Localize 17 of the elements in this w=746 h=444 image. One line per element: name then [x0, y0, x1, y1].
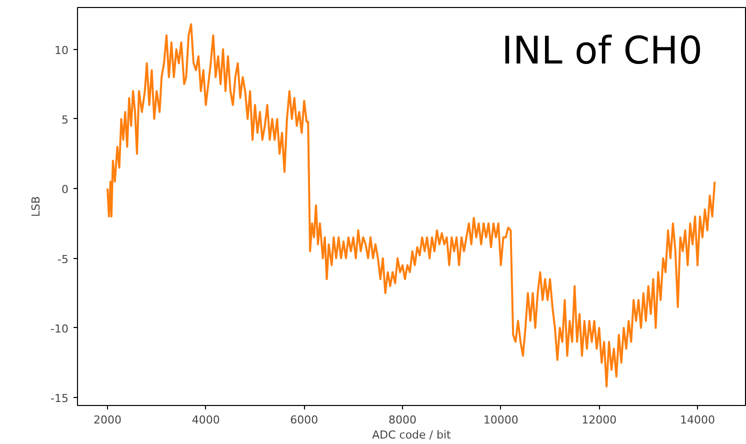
x-tick-label: 8000 — [388, 414, 417, 426]
y-tick-label: -5 — [58, 252, 68, 266]
x-tick-label: 6000 — [290, 414, 318, 426]
y-tick-label: 10 — [54, 44, 69, 57]
x-tick-label: 14000 — [680, 414, 716, 426]
x-tick-label: 10000 — [483, 414, 518, 426]
y-axis-title: LSB — [30, 196, 43, 217]
x-tick-label: 12000 — [582, 414, 617, 426]
y-tick-label: 5 — [62, 113, 68, 126]
x-axis-title: ADC code / bit — [372, 428, 452, 442]
x-tick-label: 4000 — [192, 414, 220, 426]
y-tick-label: 0 — [62, 183, 68, 196]
line-series — [106, 23, 716, 388]
x-tick-label: 2000 — [93, 414, 122, 426]
y-tick-label: -10 — [50, 322, 68, 336]
annotation: INL of CH0 — [502, 28, 702, 72]
y-tick-label: -15 — [50, 392, 68, 406]
